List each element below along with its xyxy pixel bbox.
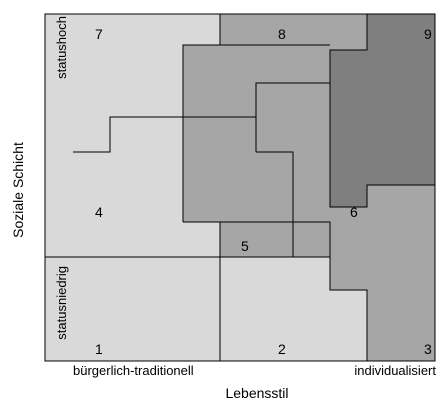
y-axis-title: Soziale Schicht	[10, 142, 26, 238]
x-tick-left: bürgerlich-traditionell	[73, 363, 194, 378]
x-axis-title: Lebensstil	[225, 385, 288, 401]
region-light-upper	[45, 14, 220, 152]
cell-number-2: 2	[278, 341, 286, 357]
cell-number-6: 6	[350, 204, 358, 220]
cell-number-4: 4	[95, 204, 103, 220]
y-tick-top: statushoch	[54, 16, 69, 79]
cell-number-9: 9	[424, 26, 432, 42]
x-tick-right: individualisiert	[354, 363, 436, 378]
region-outlines	[44, 13, 436, 362]
cell-number-1: 1	[95, 341, 103, 357]
tile-region-8	[220, 14, 367, 45]
cell-number-3: 3	[424, 341, 432, 357]
y-tick-bottom: statusniedrig	[54, 266, 69, 340]
cell-number-8: 8	[278, 26, 286, 42]
cell-number-5: 5	[241, 238, 249, 254]
cell-number-7: 7	[95, 26, 103, 42]
tile-bottom-left	[45, 257, 220, 361]
